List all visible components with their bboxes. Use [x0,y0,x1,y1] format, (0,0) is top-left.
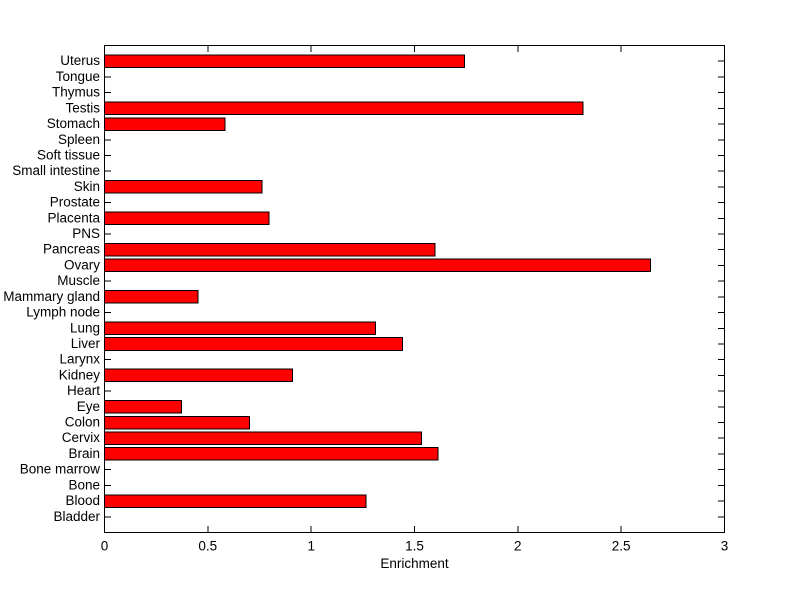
svg-text:Heart: Heart [67,383,100,398]
svg-text:Lymph node: Lymph node [26,305,100,320]
svg-text:PNS: PNS [72,226,100,241]
svg-text:Bone: Bone [68,477,100,492]
svg-text:Blood: Blood [65,493,100,508]
svg-text:Small intestine: Small intestine [12,163,100,178]
svg-text:Bone marrow: Bone marrow [20,462,101,477]
svg-text:0: 0 [101,539,109,554]
svg-text:Thymus: Thymus [52,85,100,100]
svg-text:Ovary: Ovary [64,257,100,272]
svg-text:Spleen: Spleen [58,132,100,147]
svg-text:Muscle: Muscle [57,273,100,288]
svg-text:Enrichment: Enrichment [380,556,449,571]
svg-text:Liver: Liver [71,336,101,351]
svg-text:Tongue: Tongue [56,69,100,84]
svg-text:Mammary gland: Mammary gland [3,289,100,304]
svg-text:1.5: 1.5 [405,539,424,554]
svg-text:3: 3 [721,539,729,554]
svg-text:Kidney: Kidney [59,367,101,382]
svg-text:Brain: Brain [68,446,100,461]
svg-text:Eye: Eye [77,399,100,414]
svg-text:Bladder: Bladder [53,509,100,524]
svg-text:Testis: Testis [65,100,100,115]
svg-text:0.5: 0.5 [198,539,217,554]
svg-text:Cervix: Cervix [62,430,101,445]
svg-text:Colon: Colon [65,415,100,430]
svg-text:Stomach: Stomach [47,116,100,131]
svg-text:Placenta: Placenta [47,210,100,225]
svg-text:Soft tissue: Soft tissue [37,147,100,162]
svg-text:Skin: Skin [74,179,100,194]
svg-text:Prostate: Prostate [50,195,100,210]
svg-text:Uterus: Uterus [60,53,100,68]
svg-text:Lung: Lung [70,320,100,335]
svg-text:1: 1 [307,539,315,554]
svg-text:Pancreas: Pancreas [43,242,100,257]
svg-text:2: 2 [514,539,522,554]
svg-text:2.5: 2.5 [612,539,631,554]
svg-text:Larynx: Larynx [59,352,100,367]
